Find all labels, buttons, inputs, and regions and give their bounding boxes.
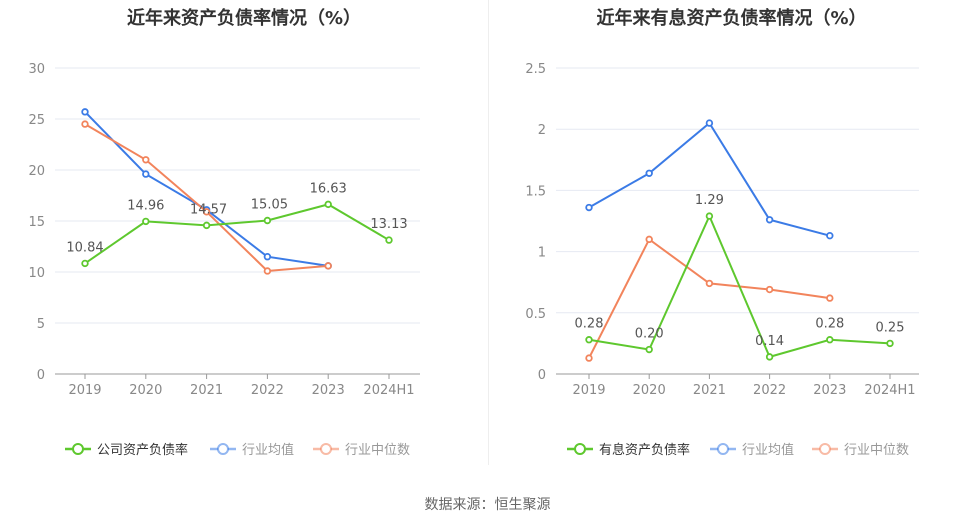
data-label: 0.14: [755, 334, 784, 349]
left-chart-title: 近年来资产负债率情况（%）: [126, 8, 362, 29]
data-point[interactable]: [585, 203, 593, 212]
data-point[interactable]: [263, 267, 272, 275]
data-point[interactable]: [645, 235, 653, 244]
y-tick-label: 15: [28, 215, 45, 230]
legend-marker-icon: [717, 443, 729, 455]
data-label: 14.96: [127, 198, 164, 213]
legend-marker-icon: [574, 443, 586, 455]
data-label: 0.25: [876, 320, 905, 335]
data-label: 0.28: [575, 317, 604, 332]
y-tick-label: 20: [28, 164, 45, 179]
data-point[interactable]: [263, 253, 272, 261]
legend-marker-icon: [819, 443, 831, 455]
x-tick-label: 2019: [572, 383, 605, 398]
legend-item[interactable]: 行业均值: [210, 442, 294, 458]
legend-item[interactable]: 行业中位数: [313, 443, 410, 458]
data-point[interactable]: [81, 259, 89, 268]
data-point[interactable]: [263, 216, 272, 225]
x-tick-label: 2021: [190, 383, 223, 398]
data-point[interactable]: [324, 262, 332, 270]
data-point[interactable]: [765, 216, 774, 224]
data-label: 10.84: [66, 240, 103, 255]
data-label: 0.20: [635, 327, 664, 342]
data-point[interactable]: [886, 339, 894, 348]
y-tick-label: 0: [538, 368, 546, 383]
x-tick-label: 2020: [129, 383, 162, 398]
y-tick-label: 1.5: [525, 184, 546, 199]
data-point[interactable]: [826, 336, 834, 344]
data-point[interactable]: [765, 353, 774, 361]
data-point[interactable]: [585, 336, 593, 344]
x-tick-label: 2022: [251, 383, 284, 398]
legend-label: 行业中位数: [345, 443, 410, 458]
x-tick-label: 2024H1: [363, 383, 414, 398]
legend-label: 行业中位数: [844, 443, 909, 458]
legend-item[interactable]: 有息资产负债率: [567, 442, 690, 458]
data-point[interactable]: [826, 231, 834, 240]
legend-marker-icon: [217, 443, 229, 455]
data-point[interactable]: [324, 200, 332, 209]
y-tick-label: 5: [37, 317, 45, 332]
data-point[interactable]: [765, 285, 774, 294]
y-tick-label: 10: [28, 266, 45, 281]
data-point[interactable]: [645, 345, 653, 354]
x-tick-label: 2024H1: [864, 383, 915, 398]
x-tick-label: 2023: [312, 383, 345, 398]
legend-label: 行业均值: [742, 442, 794, 458]
data-point[interactable]: [645, 169, 653, 177]
data-point[interactable]: [202, 221, 211, 230]
data-label: 1.29: [695, 193, 724, 208]
data-point[interactable]: [142, 170, 150, 178]
y-tick-label: 2.5: [525, 62, 546, 77]
y-tick-label: 1: [538, 246, 546, 261]
panel-divider: [488, 0, 489, 465]
y-tick-label: 0: [37, 368, 45, 383]
x-tick-label: 2022: [753, 383, 786, 398]
data-point[interactable]: [705, 212, 714, 220]
series-line: [588, 237, 830, 359]
data-label: 13.13: [370, 217, 407, 232]
y-tick-label: 2: [538, 123, 546, 138]
data-label: 14.57: [190, 202, 227, 217]
y-tick-label: 25: [28, 113, 45, 128]
data-source: 数据来源：恒生聚源: [424, 497, 551, 513]
legend-label: 公司资产负债率: [97, 442, 188, 458]
y-tick-label: 30: [28, 62, 45, 77]
data-label: 15.05: [251, 197, 288, 212]
legend-marker-icon: [72, 443, 84, 455]
data-point[interactable]: [705, 119, 714, 127]
series-line: [84, 203, 390, 265]
x-tick-label: 2023: [813, 383, 846, 398]
legend-label: 有息资产负债率: [599, 442, 690, 458]
legend-item[interactable]: 行业中位数: [812, 443, 909, 458]
data-point[interactable]: [385, 236, 393, 244]
data-point[interactable]: [142, 156, 150, 164]
x-tick-label: 2019: [68, 383, 101, 398]
data-point[interactable]: [202, 208, 211, 216]
data-point[interactable]: [142, 217, 150, 226]
data-point[interactable]: [81, 108, 89, 116]
data-point[interactable]: [81, 120, 89, 128]
x-tick-label: 2020: [633, 383, 666, 398]
legend-item[interactable]: 公司资产负债率: [65, 442, 188, 458]
y-tick-label: 0.5: [525, 307, 546, 322]
data-point[interactable]: [585, 354, 593, 362]
series-line: [588, 213, 891, 359]
data-point[interactable]: [826, 294, 834, 302]
data-label: 16.63: [310, 181, 347, 196]
legend-item[interactable]: 行业均值: [710, 442, 794, 458]
legend-marker-icon: [320, 443, 332, 455]
x-tick-label: 2021: [693, 383, 726, 398]
legend-label: 行业均值: [242, 442, 294, 458]
data-point[interactable]: [705, 279, 714, 288]
right-chart-title: 近年来有息资产负债率情况（%）: [596, 8, 867, 29]
data-label: 0.28: [815, 317, 844, 332]
